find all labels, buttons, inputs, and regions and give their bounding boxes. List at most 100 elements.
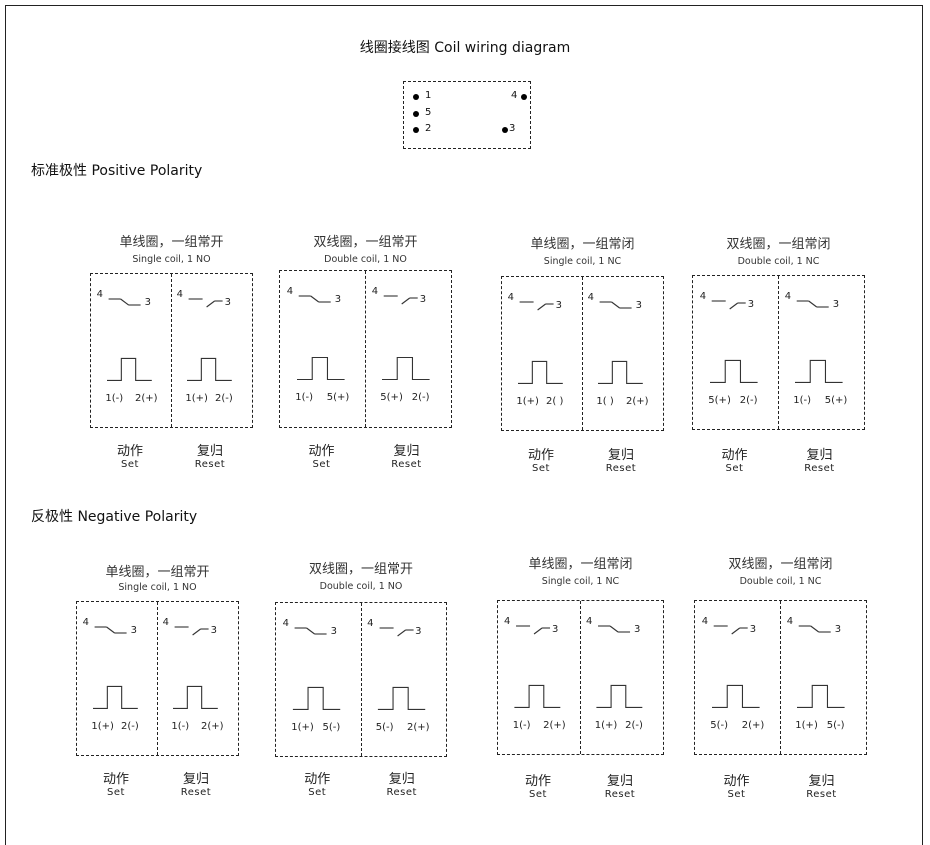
pulse-waveform bbox=[297, 356, 345, 381]
pin-1-label: 1 bbox=[425, 90, 432, 101]
contact-blade-line bbox=[609, 625, 619, 633]
terminal-4-label: 4 bbox=[82, 617, 89, 628]
contact-symbol-svg bbox=[377, 627, 425, 710]
pulse-waveform bbox=[93, 685, 138, 709]
pin-4-label: 4 bbox=[511, 90, 518, 101]
polarity-left-label: 5(+) bbox=[380, 391, 403, 403]
contact-blade-line bbox=[731, 627, 741, 635]
set-label-cn: 动作 bbox=[308, 444, 335, 459]
pulse-waveform bbox=[107, 357, 152, 381]
polarity-right-label: 5(-) bbox=[826, 719, 845, 731]
polarity-left-label: 1(+) bbox=[516, 395, 539, 407]
polarity-right-label: 5(-) bbox=[322, 721, 341, 733]
pulse-waveform bbox=[596, 684, 643, 708]
wiring-diagram-box: 4 3 1(-) 2(+) 4 3 1(+) 2(-) bbox=[90, 273, 253, 428]
contact-symbol-svg bbox=[173, 626, 218, 709]
diagram-title-cn: 单线圈，一组常闭 bbox=[528, 557, 633, 572]
set-label-en: Set bbox=[308, 787, 327, 798]
coil-panel-right: 4 3 1(-) 5(+) bbox=[778, 276, 863, 429]
polarity-right-label: 2(+) bbox=[135, 392, 158, 404]
contact-blade-line bbox=[396, 629, 406, 637]
coil-panel-left: 4 3 1(-) 5(+) bbox=[280, 271, 365, 427]
section-title-positive: 标准极性 Positive Polarity bbox=[31, 163, 203, 179]
diagram-title-cn: 双线圈，一组常闭 bbox=[728, 557, 833, 572]
set-label-en: Set bbox=[532, 463, 550, 474]
polarity-right-label: 2(-) bbox=[739, 394, 758, 406]
diagram-title-en: Double coil, 1 NC bbox=[739, 576, 822, 587]
pulse-waveform bbox=[795, 359, 843, 383]
polarity-right-label: 2(+) bbox=[406, 721, 430, 733]
reset-label-cn: 复归 bbox=[182, 772, 209, 787]
contact-blade-line bbox=[533, 627, 543, 635]
contact-symbol-svg bbox=[382, 295, 430, 381]
terminal-4-label: 4 bbox=[786, 616, 794, 627]
terminal-3-label: 3 bbox=[210, 625, 217, 636]
wiring-diagram-box: 4 3 1(-) 2(+) 4 3 1(+) 2(-) bbox=[497, 600, 664, 755]
wiring-diagram-box: 4 3 1(+) 5(-) 4 3 5(-) 2(+) bbox=[275, 602, 447, 757]
polarity-left-label: 1(-) bbox=[171, 720, 190, 732]
terminal-4-label: 4 bbox=[699, 291, 707, 302]
reset-label-en: Reset bbox=[804, 463, 835, 474]
terminal-4-label: 4 bbox=[784, 291, 792, 302]
pin-5-dot bbox=[413, 111, 419, 117]
diagram-title-en: Single coil, 1 NO bbox=[118, 582, 197, 593]
terminal-3-label: 3 bbox=[130, 625, 137, 636]
reset-label: 复归 Reset bbox=[166, 768, 226, 798]
reset-label-en: Reset bbox=[391, 459, 422, 470]
diagram-title-cn: 单线圈，一组常开 bbox=[119, 235, 224, 250]
polarity-left-label: 1(-) bbox=[512, 719, 531, 731]
contact-blade-line bbox=[120, 298, 129, 306]
pin-1-dot bbox=[413, 94, 419, 100]
contact-symbol-svg bbox=[297, 295, 345, 381]
reset-label-cn: 复归 bbox=[607, 448, 634, 463]
polarity-right-label: 2(-) bbox=[411, 391, 430, 403]
terminal-3-label: 3 bbox=[334, 294, 342, 305]
reset-label-en: Reset bbox=[386, 787, 417, 798]
terminal-4-label: 4 bbox=[162, 617, 169, 628]
coil-panel-right: 4 3 1(+) 2(-) bbox=[580, 601, 662, 754]
pulse-waveform bbox=[187, 357, 232, 381]
reset-label-cn: 复归 bbox=[806, 448, 833, 463]
panel-divider bbox=[582, 277, 583, 430]
reset-label-cn: 复归 bbox=[606, 774, 633, 789]
terminal-3-label: 3 bbox=[224, 297, 231, 308]
polarity-right-label: 2(-) bbox=[215, 392, 233, 404]
contact-symbol-svg bbox=[797, 625, 845, 708]
terminal-3-label: 3 bbox=[419, 294, 427, 305]
section-title-negative: 反极性 Negative Polarity bbox=[31, 509, 198, 525]
contact-blade-line bbox=[310, 295, 320, 303]
pulse-waveform bbox=[382, 356, 430, 381]
terminal-3-label: 3 bbox=[634, 624, 641, 635]
diagram-title-cn: 单线圈，一组常闭 bbox=[530, 237, 635, 252]
pinout-box: 1 5 2 4 3 bbox=[403, 81, 531, 149]
contact-symbol-svg bbox=[187, 298, 232, 381]
set-label: 动作 Set bbox=[705, 444, 765, 474]
diagram-title-en: Single coil, 1 NC bbox=[541, 576, 620, 587]
wiring-diagram-box: 4 3 5(+) 2(-) 4 3 1(-) 5(+) bbox=[692, 275, 865, 430]
contact-blade-line bbox=[729, 302, 739, 310]
reset-label-en: Reset bbox=[806, 789, 837, 800]
terminal-4-label: 4 bbox=[586, 616, 593, 627]
contact-symbol-svg bbox=[107, 298, 152, 381]
contact-symbol-svg bbox=[598, 301, 643, 384]
terminal-3-label: 3 bbox=[555, 300, 562, 311]
reset-label-cn: 复归 bbox=[393, 444, 420, 459]
polarity-left-label: 1(+) bbox=[594, 719, 618, 731]
contact-blade-line bbox=[808, 300, 818, 308]
diagram-title-cn: 双线圈，一组常开 bbox=[313, 235, 418, 250]
coil-panel-left: 4 3 5(-) 2(+) bbox=[695, 601, 780, 754]
pulse-waveform bbox=[292, 686, 341, 710]
pulse-waveform bbox=[712, 684, 760, 708]
terminal-4-label: 4 bbox=[371, 286, 379, 297]
reset-label: 复归 Reset bbox=[591, 444, 651, 474]
coil-panel-left: 4 3 1(+) 5(-) bbox=[276, 603, 361, 756]
coil-panel-right: 4 3 1( ) 2(+) bbox=[582, 277, 662, 430]
coil-panel-left: 4 3 1(-) 2(+) bbox=[91, 274, 171, 427]
coil-panel-right: 4 3 1(-) 2(+) bbox=[157, 602, 237, 755]
pulse-waveform bbox=[797, 684, 845, 708]
reset-label: 复归 Reset bbox=[790, 444, 850, 474]
terminal-3-label: 3 bbox=[747, 299, 755, 310]
polarity-left-label: 5(+) bbox=[708, 394, 731, 406]
set-label: 动作 Set bbox=[508, 770, 568, 800]
pulse-waveform bbox=[514, 684, 561, 708]
